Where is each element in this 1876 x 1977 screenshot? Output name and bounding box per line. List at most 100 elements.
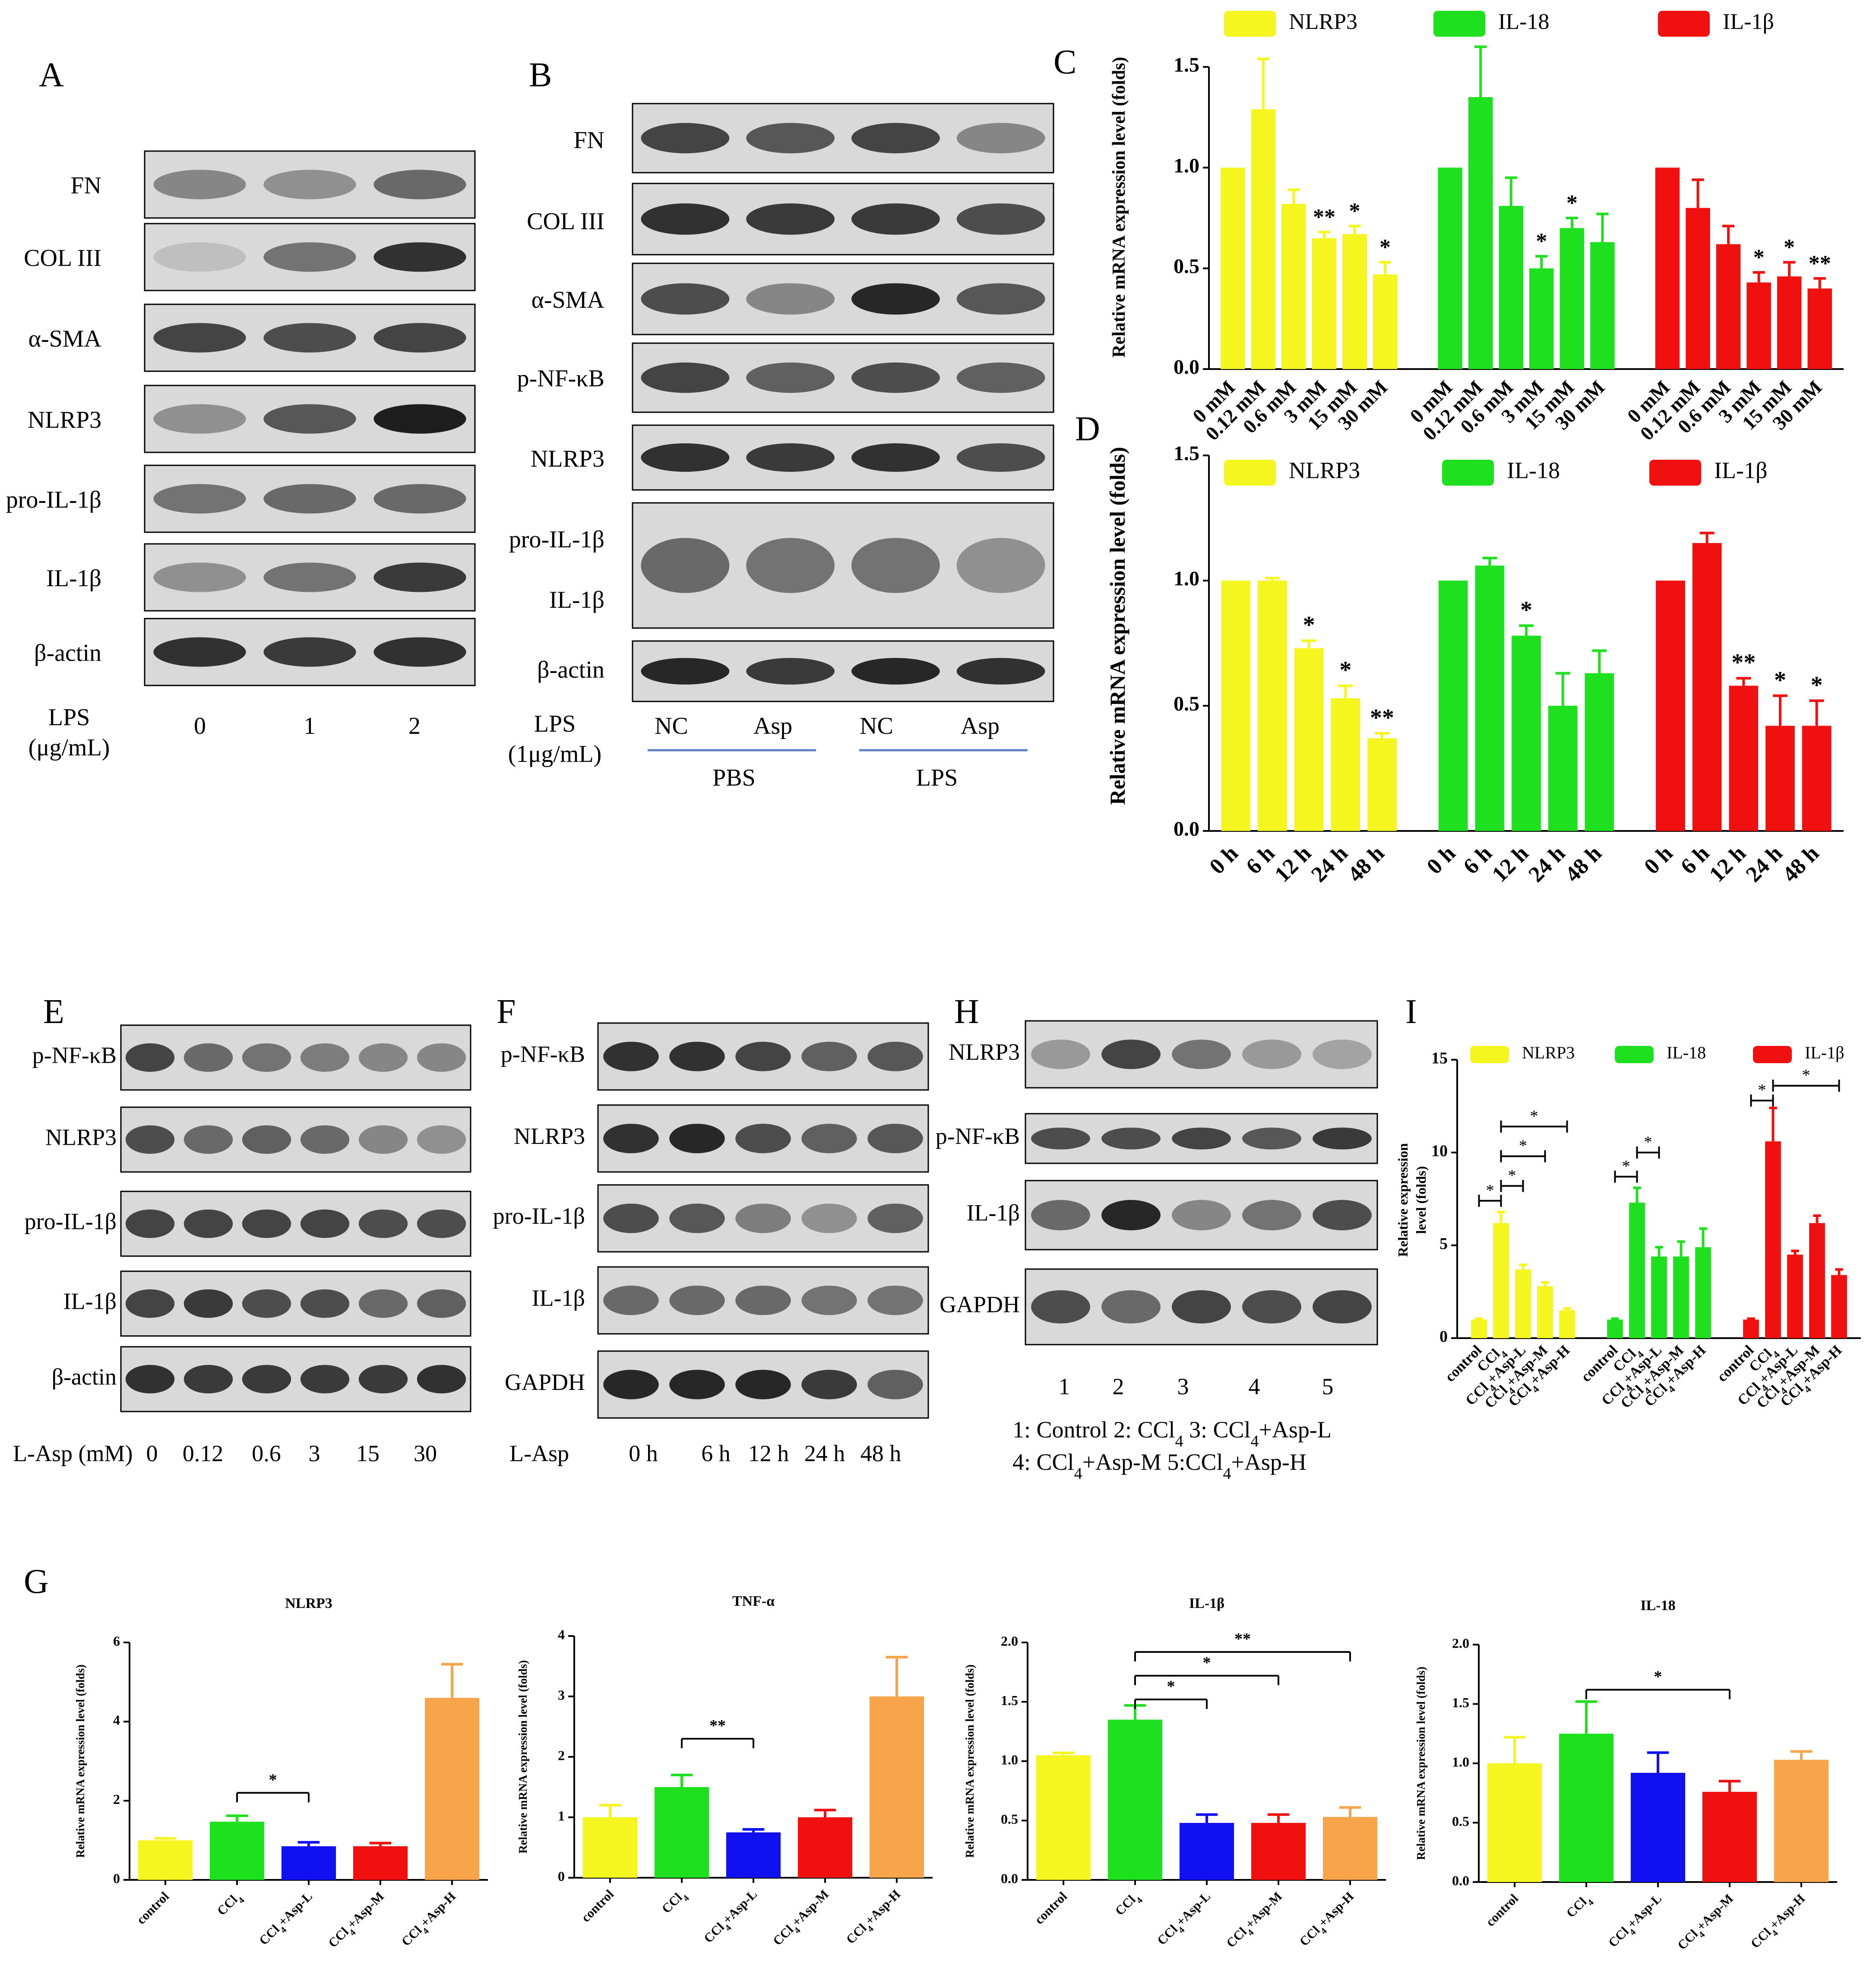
blot-band: [1101, 1200, 1161, 1231]
blot-B-2: [632, 262, 1054, 335]
bar: [1529, 268, 1554, 369]
blot-A-6: [144, 618, 476, 686]
blot-band: [373, 323, 466, 353]
significance-mark: *: [1802, 1066, 1810, 1084]
bar: [209, 1822, 265, 1880]
blot-band: [242, 1043, 291, 1072]
y-tick-label: 1.0: [1174, 567, 1199, 590]
bar: [1367, 738, 1397, 831]
blot-band: [735, 1203, 791, 1233]
y-axis-title: Relative mRNA expression level (folds): [516, 1660, 529, 1854]
significance-mark: *: [1508, 1166, 1516, 1184]
panel-label-E: E: [43, 993, 64, 1031]
blot-H-3: [1025, 1268, 1378, 1345]
bar: [797, 1817, 853, 1878]
lane-label: 1: [1059, 1374, 1070, 1399]
panel-label-A: A: [39, 56, 64, 94]
blot-band: [867, 1285, 923, 1315]
x-title: (1μg/mL): [508, 741, 602, 767]
blot-B-3: [632, 342, 1054, 413]
blot-band: [801, 1370, 857, 1399]
blot-E-0: [120, 1024, 471, 1091]
blot-band: [358, 1365, 408, 1393]
blot-band: [153, 404, 246, 434]
blot-B-5: [632, 502, 1054, 629]
blot-band: [956, 283, 1045, 315]
blot-band: [358, 1289, 408, 1318]
band-label: NLRP3: [28, 407, 101, 433]
blot-band: [417, 1365, 466, 1393]
blot-band: [373, 404, 466, 434]
legend-label: NLRP3: [1289, 9, 1357, 34]
bar: [1499, 206, 1523, 369]
lane-label: 24 h: [804, 1440, 845, 1466]
bar: [1471, 1320, 1487, 1338]
bar: [1179, 1823, 1234, 1880]
blot-H-0: [1025, 1020, 1378, 1089]
significance-mark: *: [269, 1771, 277, 1789]
blot-F-0: [597, 1022, 929, 1091]
blot-band: [153, 242, 246, 272]
blot-band: [263, 170, 356, 199]
blot-band: [956, 123, 1045, 154]
legend-label: NLRP3: [1289, 457, 1360, 483]
blot-band: [1172, 1290, 1231, 1323]
blot-E-1: [120, 1106, 471, 1173]
blot-band: [1172, 1039, 1231, 1069]
bar: [353, 1846, 408, 1880]
bar: [1774, 1759, 1829, 1882]
blot-F-2: [597, 1184, 929, 1253]
group-label: PBS: [712, 764, 756, 791]
blot-A-5: [144, 543, 476, 612]
blot-band: [603, 1042, 659, 1071]
blot-band: [417, 1125, 466, 1154]
y-tick-label: 0.0: [1174, 356, 1199, 379]
blot-band: [373, 242, 466, 272]
bar: [1590, 242, 1615, 369]
chart-title: TNF-α: [732, 1593, 775, 1609]
legend-swatch: [1649, 460, 1701, 486]
blot-band: [867, 1203, 923, 1233]
blot-band: [1101, 1039, 1161, 1069]
blot-band: [263, 637, 356, 667]
blot-band: [867, 1124, 923, 1153]
blot-B-1: [632, 183, 1054, 256]
y-tick-label: 1.0: [1452, 1754, 1469, 1769]
blot-E-3: [120, 1270, 471, 1337]
blot-band: [358, 1210, 408, 1238]
bar: [1294, 648, 1324, 831]
y-tick-label: 2: [558, 1747, 565, 1763]
bar: [1630, 1773, 1686, 1882]
y-tick-label: 1.0: [1174, 154, 1199, 177]
panel-label-B: B: [529, 56, 552, 94]
lane-label: Asp: [961, 713, 1000, 739]
panel-label-F: F: [497, 993, 516, 1031]
chart-title: IL-18: [1640, 1598, 1675, 1614]
group-label: LPS: [916, 764, 958, 791]
blot-band: [263, 562, 356, 592]
blot-band: [851, 283, 940, 315]
band-label: COL III: [527, 208, 604, 235]
y-tick-label: 0.0: [1001, 1870, 1018, 1886]
significance-mark: *: [1339, 657, 1351, 684]
y-tick-label: 0.5: [1174, 255, 1199, 278]
blot-band: [1101, 1127, 1161, 1150]
lane-label: 0: [194, 713, 206, 739]
lane-label: 5: [1322, 1374, 1334, 1399]
bar: [1656, 581, 1685, 831]
blot-band: [735, 1370, 791, 1399]
y-axis-title: Relative mRNA expression level (folds): [963, 1664, 976, 1858]
legend-swatch: [1433, 11, 1485, 37]
bar: [1537, 1286, 1553, 1338]
blot-band: [956, 443, 1045, 472]
blot-band: [417, 1210, 466, 1238]
band-label: IL-1β: [532, 1285, 585, 1311]
bar: [1281, 204, 1306, 369]
blot-band: [851, 123, 940, 154]
bar: [1312, 238, 1337, 369]
bar: [1258, 581, 1287, 831]
bar: [1468, 97, 1493, 369]
bar: [1438, 581, 1468, 831]
panel-label-G: G: [24, 1563, 49, 1601]
band-label: IL-1β: [549, 587, 604, 613]
